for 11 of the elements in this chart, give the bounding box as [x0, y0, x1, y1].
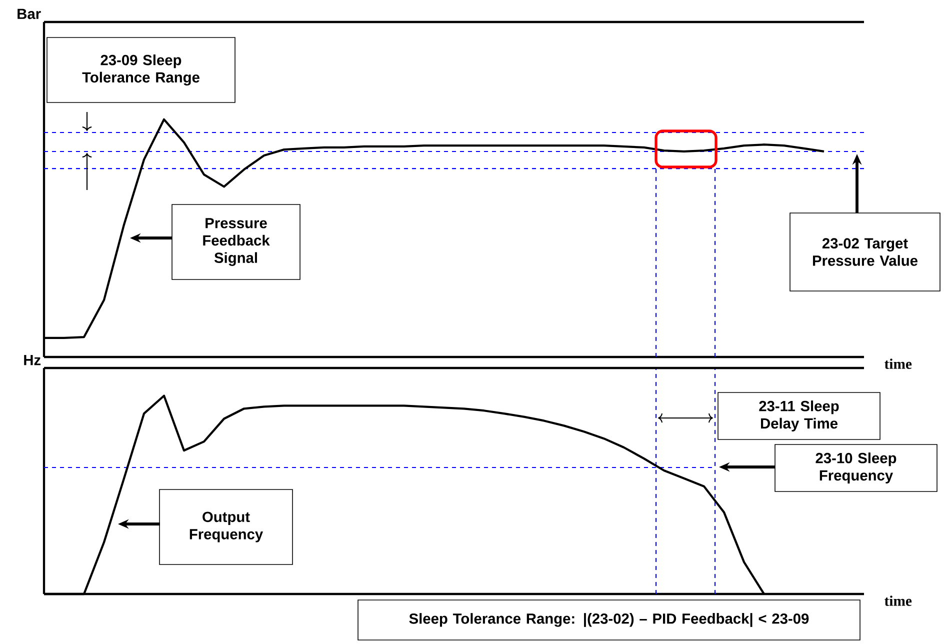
annotation: Output Frequency	[190, 512, 264, 542]
annotation: Pressure Feedback Signal	[203, 218, 270, 266]
text: 23-09 Sleep Tolerance Range	[82, 54, 200, 86]
annotation: 23-11 Sleep Delay Time	[759, 400, 839, 432]
x-axis-title: time	[884, 358, 912, 369]
y-axis-title: Bar	[18, 8, 41, 20]
x-axis-title: time	[884, 596, 912, 606]
y-axis-title: Hz	[24, 354, 41, 366]
annotation: 23-02 Target Pressure Value	[812, 238, 918, 266]
annotation: 23-10 Sleep Frequency	[816, 452, 896, 484]
text: Sleep Tolerance Range: |(23-02) – PID Feedback| < 23-09	[409, 613, 809, 627]
